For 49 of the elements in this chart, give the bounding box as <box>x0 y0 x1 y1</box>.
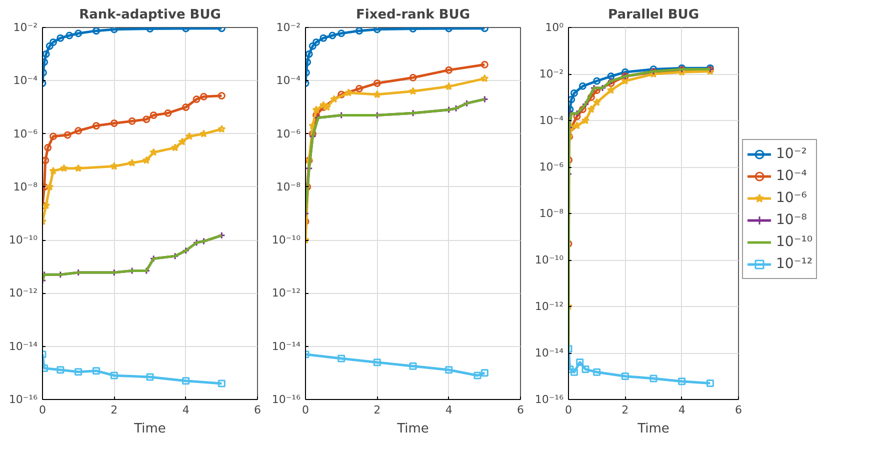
y-tick-label: 10⁻¹⁶ <box>534 393 564 406</box>
x-tick-label: 6 <box>735 404 742 416</box>
y-tick-label: 10⁻² <box>13 21 38 34</box>
y-tick-label: 10⁻¹² <box>272 286 300 300</box>
x-tick-label: 4 <box>182 404 190 416</box>
x-tick-label: 4 <box>678 404 686 416</box>
legend-label: 10⁻⁶ <box>776 190 807 206</box>
chart-title: Rank-adaptive BUG <box>79 8 221 22</box>
y-tick-label: 10⁻¹⁴ <box>272 340 302 353</box>
y-tick-label: 10⁻⁴ <box>276 74 302 88</box>
legend-label: 10⁻² <box>776 146 807 162</box>
x-tick-label: 0 <box>565 404 572 416</box>
x-tick-label: 2 <box>622 404 629 416</box>
y-tick-label: 10⁻⁴ <box>539 114 564 127</box>
y-tick-label: 10⁻¹⁴ <box>534 346 564 360</box>
x-tick-label: 2 <box>110 404 118 416</box>
y-tick-label: 10⁻² <box>276 21 301 34</box>
legend-label: 10⁻¹² <box>776 256 812 272</box>
y-tick-label: 10⁻¹⁴ <box>8 340 38 353</box>
x-tick-label: 6 <box>254 404 261 416</box>
legend-label: 10⁻¹⁰ <box>776 234 812 250</box>
chart-title: Parallel BUG <box>608 8 699 22</box>
y-tick-label: 10⁻¹⁰ <box>272 234 302 247</box>
y-tick-label: 10⁻¹² <box>534 300 564 313</box>
y-tick-label: 10⁻⁶ <box>13 127 38 140</box>
y-tick-label: 10⁻¹⁰ <box>534 254 564 266</box>
legend-label: 10⁻⁸ <box>776 212 807 228</box>
y-tick-label: 10⁻⁴ <box>13 74 38 88</box>
y-tick-label: 10⁻² <box>539 68 564 80</box>
x-axis-title: Time <box>133 422 166 436</box>
y-tick-label: 10⁻⁶ <box>276 127 302 140</box>
x-tick-label: 0 <box>302 404 309 416</box>
y-tick-label: 10⁻⁸ <box>13 180 38 194</box>
y-tick-label: 10⁻¹⁰ <box>8 234 38 247</box>
chart-title: Fixed-rank BUG <box>356 8 470 22</box>
x-tick-label: 2 <box>374 404 381 416</box>
y-tick-label: 10⁻¹⁶ <box>272 393 302 406</box>
x-tick-label: 6 <box>517 404 524 416</box>
x-tick-label: 4 <box>445 404 452 416</box>
x-axis-title: Time <box>396 422 429 436</box>
y-tick-label: 10⁻⁶ <box>539 160 564 174</box>
y-tick-label: 10⁻⁸ <box>276 180 302 194</box>
y-tick-label: 10⁻⁸ <box>539 207 564 220</box>
y-tick-label: 10⁰ <box>545 21 564 34</box>
legend-label: 10⁻⁴ <box>776 168 807 184</box>
y-tick-label: 10⁻¹⁶ <box>8 393 38 406</box>
x-tick-label: 0 <box>39 404 46 416</box>
y-tick-label: 10⁻¹² <box>8 286 38 300</box>
x-axis-title: Time <box>636 422 670 436</box>
